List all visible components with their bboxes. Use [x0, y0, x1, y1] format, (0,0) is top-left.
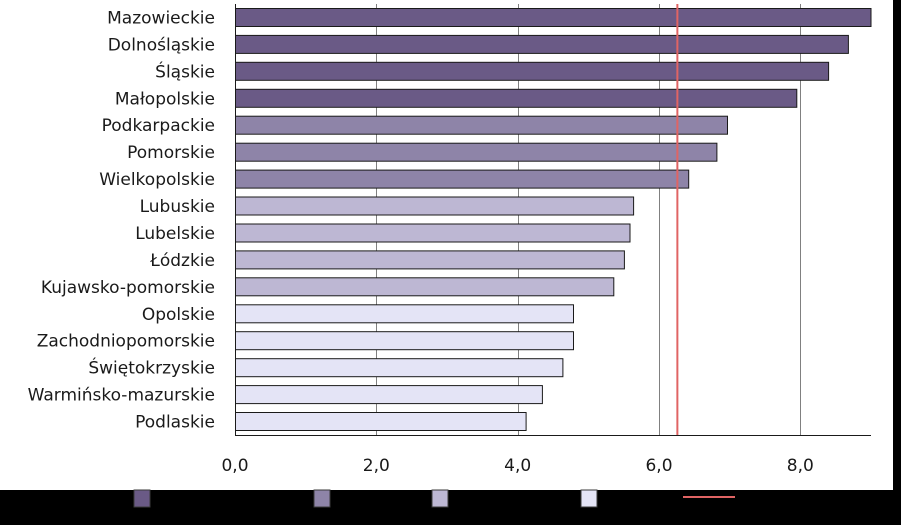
bar-podlaskie — [235, 412, 527, 431]
legend — [133, 489, 735, 508]
category-label-mazowieckie: Mazowieckie — [107, 9, 215, 29]
legend-swatch-group-1 — [133, 489, 151, 508]
legend-swatch-group-2 — [313, 489, 331, 508]
category-label-swietokrzyskie: Świętokrzyskie — [88, 357, 215, 379]
category-label-wielkopolskie: Wielkopolskie — [99, 170, 215, 190]
axes — [235, 4, 871, 436]
bar-mazowieckie — [235, 8, 872, 27]
x-tick-label-2: 2,0 — [363, 456, 390, 476]
category-label-malopolskie: Małopolskie — [115, 89, 215, 109]
bar-opolskie — [235, 304, 574, 324]
x-tick-label-4: 4,0 — [504, 456, 531, 476]
x-tick-label-6: 6,0 — [645, 456, 672, 476]
bar-warminsko-mazurskie — [235, 385, 543, 405]
bar-slaskie — [235, 61, 830, 81]
chart-panel — [0, 0, 893, 490]
x-tick-label-0: 0,0 — [221, 456, 248, 476]
x-tick-labels: 0,0 2,0 4,0 6,0 8,0 — [221, 456, 813, 476]
category-label-lubelskie: Lubelskie — [135, 224, 215, 244]
category-label-opolskie: Opolskie — [142, 305, 215, 325]
bar-dolnoslaskie — [235, 34, 849, 54]
bar-zachodniopomorskie — [235, 331, 574, 351]
category-label-slaskie: Śląskie — [155, 60, 215, 82]
bar-wielkopolskie — [235, 169, 690, 189]
legend-swatch-group-3 — [431, 489, 449, 508]
category-label-kujawsko-pomorskie: Kujawsko-pomorskie — [41, 278, 215, 298]
bar-malopolskie — [235, 88, 798, 108]
category-label-zachodniopomorskie: Zachodniopomorskie — [37, 332, 215, 352]
category-label-podkarpackie: Podkarpackie — [102, 116, 215, 136]
bar-lubelskie — [235, 223, 631, 243]
category-label-lubuskie: Lubuskie — [140, 197, 215, 217]
category-label-warminsko-mazurskie: Warmińsko-mazurskie — [28, 386, 215, 406]
category-label-dolnoslaskie: Dolnośląskie — [108, 35, 215, 55]
legend-swatch-group-4 — [580, 489, 598, 508]
bar-kujawsko-pomorskie — [235, 277, 615, 297]
category-labels: Mazowieckie Dolnośląskie Śląskie Małopolski… — [28, 9, 215, 433]
category-label-pomorskie: Pomorskie — [127, 143, 215, 163]
bar-pomorskie — [235, 142, 718, 162]
bar-swietokrzyskie — [235, 358, 564, 378]
bar-lubuskie — [235, 196, 635, 216]
bar-podkarpackie — [235, 115, 728, 135]
category-label-podlaskie: Podlaskie — [135, 413, 215, 433]
category-label-lodzkie: Łódzkie — [149, 251, 215, 271]
bar-lodzkie — [235, 250, 625, 270]
bars — [235, 8, 872, 431]
x-tick-label-8: 8,0 — [787, 456, 814, 476]
